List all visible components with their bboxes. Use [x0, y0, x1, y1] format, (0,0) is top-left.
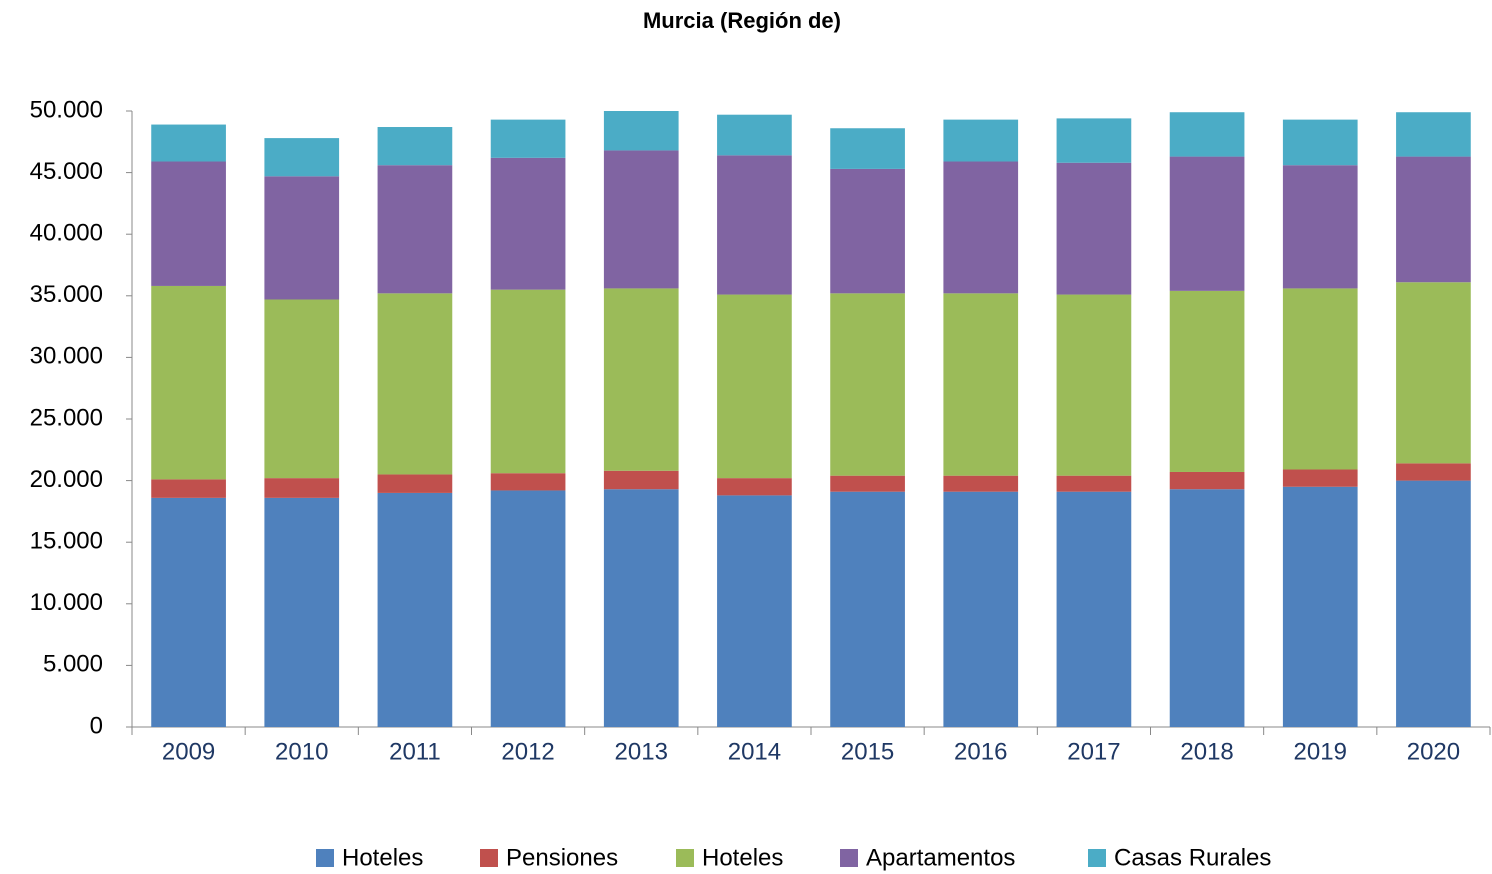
- y-tick-label: 35.000: [30, 281, 103, 308]
- bar-segment: [717, 155, 792, 295]
- bar-segment: [603, 288, 679, 471]
- legend-label: Hoteles: [342, 844, 423, 871]
- legend-label: Casas Rurales: [1114, 844, 1271, 871]
- bar-segment: [377, 474, 453, 493]
- bar-segment: [1282, 165, 1358, 289]
- bar-segment: [490, 119, 566, 158]
- bar-segment: [830, 475, 905, 492]
- bar-segment: [490, 490, 566, 727]
- bar-segment: [377, 293, 453, 475]
- bar-segment: [830, 293, 905, 476]
- legend-swatch: [840, 849, 858, 867]
- bar-segment: [1396, 282, 1471, 464]
- y-tick-label: 25.000: [30, 404, 103, 431]
- bar-segment: [490, 473, 566, 491]
- bar-segment: [1056, 475, 1132, 492]
- bar-segment: [264, 176, 340, 300]
- bar-segment: [1282, 288, 1358, 470]
- bar-segment: [943, 161, 1019, 294]
- bar-segment: [1169, 290, 1245, 472]
- bar-segment: [830, 168, 905, 294]
- legend-swatch: [1088, 849, 1106, 867]
- legend-label: Pensiones: [506, 844, 618, 871]
- legend-swatch: [676, 849, 694, 867]
- chart-title: Murcia (Región de): [643, 8, 841, 33]
- y-tick-label: 30.000: [30, 343, 103, 370]
- bar-segment: [830, 128, 905, 169]
- x-tick-label: 2017: [1067, 738, 1120, 765]
- bar-segment: [1396, 463, 1471, 481]
- bar-segment: [490, 157, 566, 290]
- bar-segment: [1282, 486, 1358, 727]
- bar-segment: [717, 478, 792, 496]
- bar-segment: [717, 294, 792, 479]
- bar-segment: [377, 165, 453, 294]
- bar-segment: [943, 475, 1019, 492]
- bar-segment: [717, 495, 792, 727]
- bar-segment: [1396, 480, 1471, 727]
- bar-segment: [717, 114, 792, 156]
- bar-segment: [490, 289, 566, 474]
- bar-segment: [1396, 156, 1471, 283]
- bar-segment: [830, 491, 905, 727]
- y-tick-label: 5.000: [43, 651, 103, 678]
- bar-segment: [1169, 112, 1245, 157]
- y-tick-label: 45.000: [30, 158, 103, 185]
- legend-swatch: [480, 849, 498, 867]
- bar-segment: [377, 492, 453, 727]
- bar-segment: [1396, 112, 1471, 157]
- y-tick-label: 15.000: [30, 528, 103, 555]
- bar-segment: [264, 138, 340, 177]
- y-tick-label: 10.000: [30, 589, 103, 616]
- legend-label: Hoteles: [702, 844, 783, 871]
- bar-segment: [151, 124, 226, 162]
- x-tick-label: 2013: [615, 738, 668, 765]
- bar-segment: [603, 470, 679, 490]
- bar-segment: [264, 478, 340, 498]
- x-tick-label: 2019: [1294, 738, 1347, 765]
- bar-segment: [943, 491, 1019, 727]
- bar-segment: [1056, 294, 1132, 476]
- x-tick-label: 2012: [501, 738, 554, 765]
- bar-segment: [1169, 156, 1245, 291]
- bar-segment: [1282, 119, 1358, 166]
- bar-segment: [151, 479, 226, 498]
- x-tick-label: 2014: [728, 738, 781, 765]
- y-tick-label: 50.000: [30, 96, 103, 123]
- bar-segment: [151, 285, 226, 480]
- y-tick-label: 40.000: [30, 220, 103, 247]
- legend-label: Apartamentos: [866, 844, 1015, 871]
- legend-swatch: [316, 849, 334, 867]
- bar-segment: [1169, 489, 1245, 727]
- bar-segment: [943, 293, 1019, 476]
- bar-segment: [603, 111, 679, 151]
- bar-segment: [264, 497, 340, 727]
- y-tick-label: 20.000: [30, 466, 103, 493]
- bar-segment: [603, 489, 679, 727]
- x-tick-label: 2010: [275, 738, 328, 765]
- y-tick-label: 0: [90, 712, 103, 739]
- x-tick-label: 2020: [1407, 738, 1460, 765]
- bar-segment: [151, 497, 226, 727]
- bar-segment: [264, 299, 340, 479]
- x-tick-label: 2016: [954, 738, 1007, 765]
- bar-segment: [603, 150, 679, 289]
- bar-segment: [1056, 118, 1132, 163]
- bar-segment: [943, 119, 1019, 162]
- bar-segment: [1056, 162, 1132, 295]
- bar-segment: [377, 127, 453, 166]
- bar-segment: [151, 161, 226, 286]
- x-tick-label: 2009: [162, 738, 215, 765]
- x-tick-label: 2018: [1180, 738, 1233, 765]
- x-tick-label: 2011: [389, 738, 441, 765]
- bar-segment: [1056, 491, 1132, 727]
- bar-segment: [1282, 469, 1358, 487]
- bar-segment: [1169, 471, 1245, 490]
- x-tick-label: 2015: [841, 738, 894, 765]
